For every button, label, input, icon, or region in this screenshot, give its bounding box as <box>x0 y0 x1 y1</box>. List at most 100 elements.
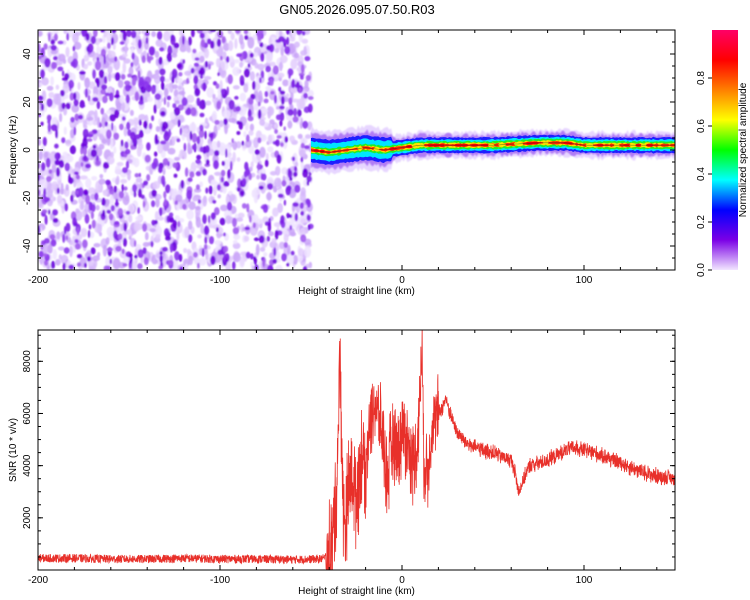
noise-blob-strong <box>159 75 165 83</box>
noise-blob-strong <box>288 97 293 105</box>
noise-blob-strong <box>142 201 146 208</box>
noise-blob-strong <box>162 180 166 188</box>
noise-blob-strong <box>143 120 148 129</box>
noise-blob <box>84 77 91 89</box>
noise-blob <box>273 74 279 82</box>
noise-blob-strong <box>151 162 157 170</box>
noise-blob-strong <box>63 247 70 254</box>
noise-blob <box>155 234 161 239</box>
noise-blob <box>271 238 277 244</box>
noise-blob-strong <box>208 132 214 138</box>
noise-blob <box>166 101 170 108</box>
noise-blob-strong <box>267 222 272 233</box>
noise-blob <box>305 134 311 140</box>
noise-blob-strong <box>109 92 114 102</box>
band-red <box>311 141 675 154</box>
noise-blob-strong <box>53 33 58 42</box>
noise-blob <box>108 50 116 60</box>
noise-blob <box>222 109 231 119</box>
noise-blob <box>48 91 55 99</box>
noise-blob-strong <box>153 104 157 114</box>
noise-blob-strong <box>78 187 84 197</box>
noise-blob <box>294 161 299 167</box>
noise-blob <box>85 178 92 189</box>
noise-blob <box>279 55 288 64</box>
noise-blob <box>208 148 215 156</box>
noise-blob-strong <box>176 138 181 143</box>
noise-blob <box>237 212 245 219</box>
noise-blob <box>105 237 110 245</box>
noise-blob-strong <box>261 173 267 181</box>
noise-blob-strong <box>243 30 249 35</box>
noise-blob-strong <box>150 240 154 248</box>
noise-blob-strong <box>102 209 106 218</box>
noise-blob <box>138 114 146 121</box>
spectrogram-x-axis-label: Height of straight line (km) <box>298 286 415 297</box>
noise-blob <box>193 188 202 193</box>
noise-blob <box>155 126 161 132</box>
noise-blob-strong <box>306 199 311 208</box>
noise-blob <box>223 42 230 52</box>
noise-blob-strong <box>280 142 284 147</box>
noise-blob <box>101 117 107 129</box>
noise-blob <box>186 94 195 104</box>
y-tick-label: 40 <box>22 48 33 60</box>
noise-blob-strong <box>241 203 247 209</box>
noise-blob-strong <box>99 69 105 79</box>
noise-blob <box>174 215 180 221</box>
noise-blob <box>259 146 266 158</box>
noise-blob-strong <box>199 67 205 76</box>
noise-blob-strong <box>87 133 94 138</box>
noise-blob-strong <box>46 114 52 122</box>
noise-blob-strong <box>260 52 265 62</box>
noise-blob-strong <box>145 37 149 44</box>
noise-blob-strong <box>44 215 48 225</box>
noise-blob-strong <box>272 258 277 264</box>
noise-blob <box>60 182 64 195</box>
noise-blob-strong <box>45 157 51 168</box>
noise-blob-strong <box>44 58 51 68</box>
noise-blob-strong <box>90 35 97 45</box>
noise-blob-strong <box>47 119 51 124</box>
noise-blob <box>195 216 202 228</box>
noise-blob <box>67 155 74 163</box>
noise-blob <box>245 122 249 131</box>
noise-blob-strong <box>262 257 266 264</box>
signal-band <box>310 125 675 176</box>
noise-blob <box>154 74 161 84</box>
noise-blob-strong <box>221 160 226 167</box>
noise-blob-strong <box>220 169 226 177</box>
noise-blob-strong <box>165 184 171 194</box>
noise-blob-strong <box>48 209 51 215</box>
noise-blob <box>48 249 53 254</box>
noise-blob-strong <box>126 30 132 38</box>
noise-blob <box>252 152 255 164</box>
noise-blob-strong <box>153 151 158 157</box>
noise-blob <box>272 185 278 193</box>
noise-blob-strong <box>220 88 225 95</box>
noise-blob-strong <box>259 77 262 84</box>
noise-blob-strong <box>123 186 128 191</box>
noise-blob-strong <box>178 72 183 77</box>
noise-blob-strong <box>113 94 121 99</box>
noise-blob-strong <box>114 72 121 81</box>
noise-blob-strong <box>84 262 87 268</box>
noise-blob-strong <box>187 177 193 183</box>
noise-blob-strong <box>47 122 51 133</box>
noise-blob <box>263 252 268 257</box>
noise-blob <box>299 98 306 110</box>
noise-blob-strong <box>275 139 280 147</box>
noise-blob <box>178 90 186 96</box>
noise-blob-strong <box>168 128 171 138</box>
y-tick-label: -20 <box>22 190 33 205</box>
noise-blob-strong <box>300 156 304 163</box>
noise-blob-strong <box>159 254 163 263</box>
band-center-line <box>310 142 675 153</box>
noise-blob-strong <box>104 121 108 127</box>
noise-blob-strong <box>151 219 156 226</box>
noise-blob-strong <box>160 140 167 145</box>
noise-blob-strong <box>199 124 204 132</box>
noise-blob <box>167 147 176 155</box>
noise-blob <box>216 57 221 68</box>
noise-blob <box>124 42 128 55</box>
